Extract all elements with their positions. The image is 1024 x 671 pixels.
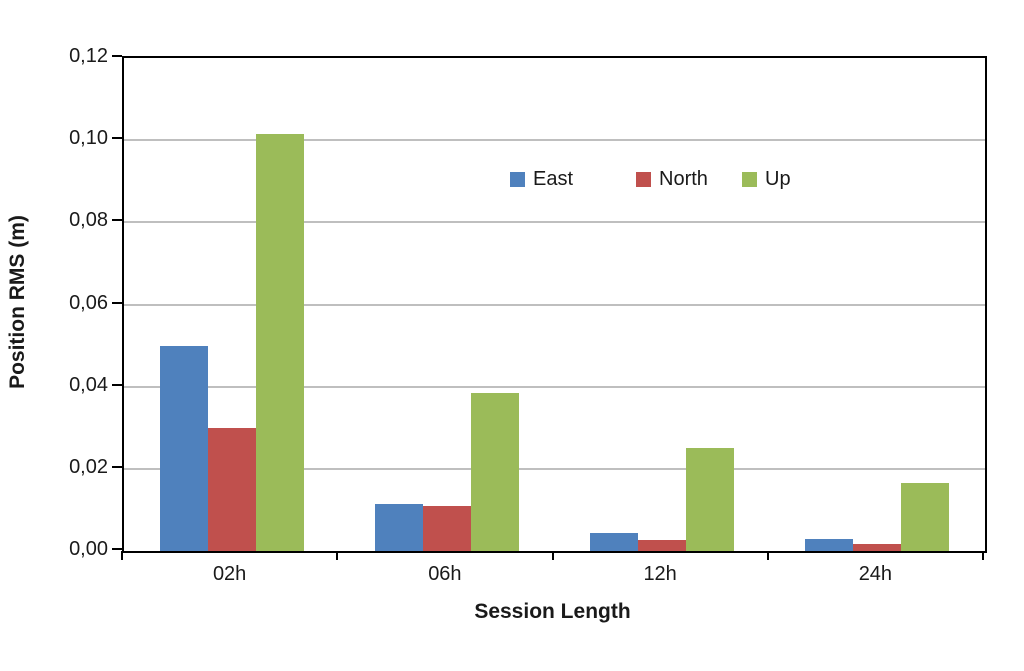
- bar-up-12h: [686, 448, 735, 551]
- x-category-label-06h: 06h: [428, 563, 462, 585]
- bar-east-24h: [805, 538, 854, 551]
- y-tick-mark-0,04: [112, 383, 122, 386]
- y-tick-mark-0,02: [112, 465, 122, 468]
- x-category-label-02h: 02h: [212, 563, 247, 585]
- bar-up-02h: [255, 134, 304, 551]
- bar-north-02h: [207, 427, 256, 551]
- y-tick-label-0,12: 0,12: [69, 45, 108, 67]
- x-tick-mark-3: [766, 551, 769, 560]
- gridline-0,10: [124, 139, 985, 142]
- category-group-12h: [555, 58, 770, 551]
- x-axis-title: Session Length: [474, 600, 631, 623]
- bar-groups: [124, 58, 985, 551]
- x-tick-mark-2: [551, 551, 554, 560]
- gridline-0,08: [124, 221, 985, 224]
- x-category-label-24h: 24h: [858, 563, 893, 585]
- y-tick-mark-0,00: [112, 548, 122, 550]
- y-tick-mark-0,12: [112, 55, 122, 57]
- bar-north-06h: [422, 505, 471, 551]
- x-tick-mark-0: [121, 551, 123, 560]
- y-tick-label-0,02: 0,02: [69, 455, 108, 478]
- y-tick-mark-0,08: [112, 219, 122, 222]
- bar-up-24h: [901, 483, 950, 551]
- bar-north-12h: [638, 539, 687, 551]
- y-tick-mark-0,06: [112, 301, 122, 304]
- y-tick-label-0,08: 0,08: [69, 209, 108, 232]
- x-tick-mark-4: [982, 551, 984, 560]
- category-group-24h: [770, 58, 985, 551]
- gridline-0,04: [124, 385, 985, 388]
- bar-east-06h: [374, 503, 423, 551]
- y-tick-label-0,04: 0,04: [69, 373, 108, 396]
- y-tick-mark-0,10: [112, 137, 122, 140]
- bar-east-12h: [590, 532, 639, 551]
- x-tick-mark-1: [336, 551, 339, 560]
- y-tick-label-0,06: 0,06: [69, 291, 108, 314]
- gridline-0,06: [124, 303, 985, 306]
- plot-area: [122, 56, 987, 553]
- category-group-02h: [124, 58, 339, 551]
- bar-up-06h: [470, 392, 519, 551]
- bar-east-02h: [159, 345, 208, 551]
- y-tick-label-0,00: 0,00: [69, 538, 108, 560]
- x-category-label-12h: 12h: [643, 563, 677, 585]
- gridline-0,02: [124, 467, 985, 470]
- bar-north-24h: [853, 544, 902, 551]
- y-tick-label-0,10: 0,10: [69, 127, 108, 150]
- y-axis-title: Position RMS (m): [6, 215, 29, 389]
- category-group-06h: [339, 58, 554, 551]
